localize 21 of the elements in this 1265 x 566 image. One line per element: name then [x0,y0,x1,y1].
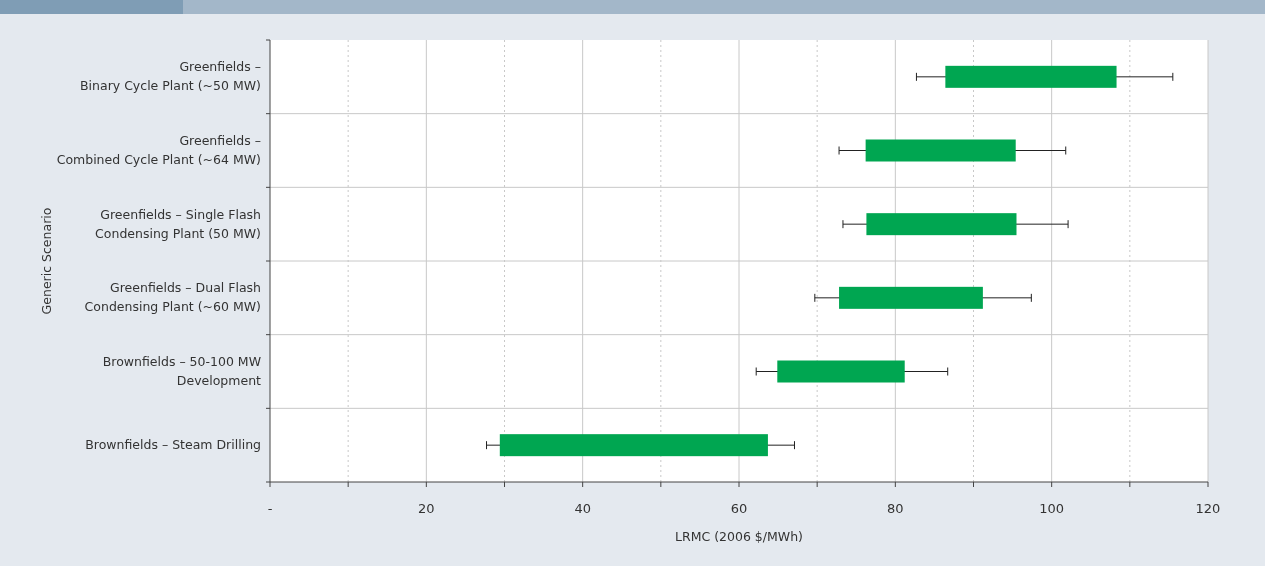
x-axis-title: LRMC (2006 $/MWh) [675,529,803,544]
x-tick-label: 20 [418,501,435,516]
bar [866,213,1017,236]
x-tick-label: 60 [730,501,748,516]
x-tick-label: 40 [574,501,591,516]
bar [865,139,1016,162]
y-axis-title: Generic Scenario [39,207,54,315]
bar [945,65,1117,88]
y-tick-label: Greenfields – Binary Cycle Plant (~50 MW) [80,59,261,94]
bar [499,434,768,457]
x-tick-label: - [267,501,273,516]
y-tick-label: Greenfields – Dual Flash Condensing Plant (~60 MW) [84,280,261,315]
bar [839,286,983,309]
y-tick-label: Brownfields – 50-100 MW Development [102,354,262,388]
y-tick-label: Greenfields – Combined Cycle Plant (~64 MW) [56,133,261,167]
x-tick-label: 80 [887,501,904,516]
x-tick-label: 120 [1195,501,1221,516]
y-tick-label: Greenfields – Single Flash Condensing Plant (50 MW) [95,206,261,241]
bar [777,360,905,383]
x-tick-label: 100 [1039,501,1065,516]
y-tick-label: Brownfields – Steam Drilling [85,437,261,453]
